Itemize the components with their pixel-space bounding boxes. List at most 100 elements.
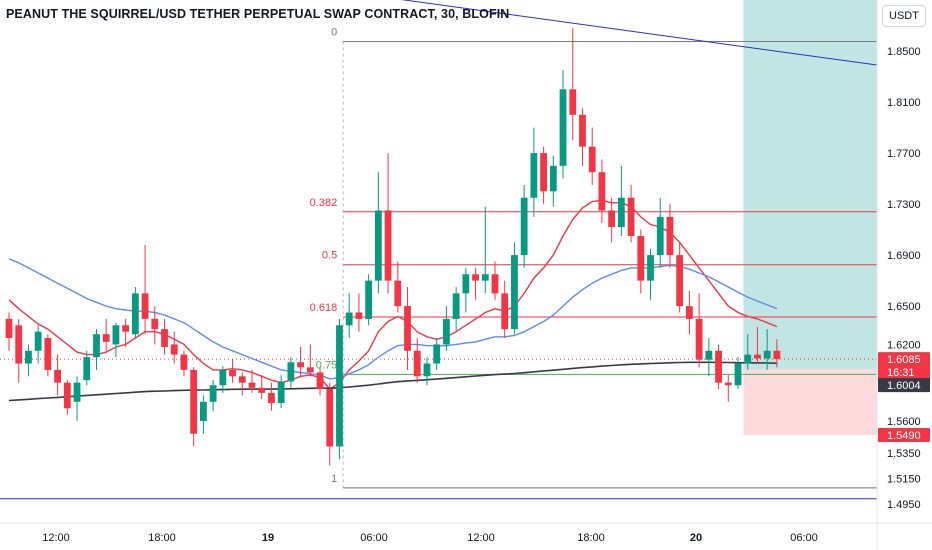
candle-body <box>608 210 616 228</box>
price-label-bg-2 <box>878 378 930 393</box>
candle-body <box>15 325 23 364</box>
candle-body <box>540 153 547 192</box>
chart-title: PEANUT THE SQUIRREL/USD TETHER PERPETUAL… <box>6 7 510 21</box>
fib-label-2: 0.5 <box>322 250 337 262</box>
candle-body <box>686 306 693 319</box>
candle-body <box>316 372 324 390</box>
candle-body <box>705 350 713 360</box>
candle-body <box>491 274 499 294</box>
x-tick-label: 20 <box>690 532 702 544</box>
candle-body <box>54 369 61 383</box>
candle-body <box>404 306 411 351</box>
candle-body <box>598 172 606 211</box>
candle-body <box>452 293 460 319</box>
price-label-0: 1.6085 <box>887 354 921 366</box>
candle-body <box>394 280 402 307</box>
candle-body <box>5 318 13 339</box>
candle-body <box>384 210 392 281</box>
price-label-2: 1.6004 <box>887 380 921 392</box>
candle-body <box>112 325 120 345</box>
candle-body <box>472 274 479 281</box>
candle-body <box>248 382 256 388</box>
candle-body <box>151 318 159 330</box>
candle-body <box>190 369 198 434</box>
x-tick-label: 06:00 <box>790 532 818 544</box>
candle-body <box>423 363 431 377</box>
currency-selector[interactable]: USDT <box>882 5 926 27</box>
fib-label-4: 0.75 <box>316 359 337 371</box>
candle-body <box>238 376 246 383</box>
x-tick-label: 18:00 <box>577 532 605 544</box>
price-axis-bg <box>877 0 932 550</box>
candle-body <box>102 334 110 342</box>
candle-body <box>258 387 266 393</box>
stop-zone <box>743 369 877 435</box>
y-tick-label: 1.8500 <box>887 46 921 58</box>
ma-line-0 <box>8 199 778 391</box>
candle-body <box>326 389 334 447</box>
fib-label-0: 0 <box>331 26 337 38</box>
x-tick-label: 12:00 <box>42 532 70 544</box>
candle-body <box>734 363 742 386</box>
price-label-3: 1.5490 <box>887 430 921 442</box>
candle-body <box>34 331 42 351</box>
candle-body <box>763 350 771 359</box>
y-tick-label: 1.8100 <box>887 97 921 109</box>
y-tick-label: 1.6200 <box>887 339 921 351</box>
candle-body <box>559 89 567 166</box>
fib-label-5: 1 <box>331 473 337 485</box>
candle-body <box>180 354 188 370</box>
ma-line-2 <box>8 361 777 402</box>
y-tick-label: 1.4950 <box>887 499 921 511</box>
candle-body <box>530 153 538 198</box>
candle-body <box>131 293 139 335</box>
candle-body <box>219 369 227 386</box>
candle-body <box>617 197 625 228</box>
candle-body <box>141 293 149 319</box>
y-tick-label: 1.6900 <box>887 250 921 262</box>
y-tick-label: 1.5350 <box>887 448 921 460</box>
candle-body <box>161 329 168 347</box>
candle-body <box>443 318 450 345</box>
candle-body <box>666 216 674 256</box>
candle-body <box>374 210 382 281</box>
candle-body <box>676 255 684 307</box>
candle-body <box>637 235 645 281</box>
fib-label-1: 0.382 <box>310 197 338 209</box>
candle-body <box>773 350 781 360</box>
price-label-1: 16:31 <box>887 367 915 379</box>
candle-body <box>462 274 470 294</box>
candle-body <box>336 325 343 447</box>
price-label-bg-1 <box>878 365 930 380</box>
candle-body <box>200 401 207 421</box>
candle-body <box>520 197 528 256</box>
candle-body <box>25 350 32 364</box>
x-tick-label: 18:00 <box>148 532 176 544</box>
y-tick-label: 1.5150 <box>887 473 921 485</box>
candle-body <box>44 338 52 370</box>
y-tick-label: 1.5600 <box>887 416 921 428</box>
candle-body <box>297 362 304 368</box>
candle-body <box>569 89 577 115</box>
candles-group <box>5 28 781 466</box>
candle-body <box>647 255 654 281</box>
y-tick-label: 1.7700 <box>887 148 921 160</box>
candle-body <box>511 255 518 330</box>
trend-line <box>400 0 878 66</box>
candle-body <box>93 334 100 358</box>
candle-body <box>277 381 285 404</box>
candle-body <box>413 350 421 377</box>
fib-label-3: 0.618 <box>310 302 338 314</box>
candle-body <box>122 325 130 332</box>
candle-body <box>579 114 586 147</box>
candle-body <box>481 274 489 281</box>
y-tick-label: 1.7300 <box>887 199 921 211</box>
candle-body <box>754 354 761 359</box>
x-tick-label: 12:00 <box>467 532 495 544</box>
x-tick-label: 06:00 <box>360 532 388 544</box>
candle-body <box>656 216 664 256</box>
candle-body <box>695 318 703 360</box>
candle-body <box>744 354 752 364</box>
candle-body <box>365 280 373 319</box>
